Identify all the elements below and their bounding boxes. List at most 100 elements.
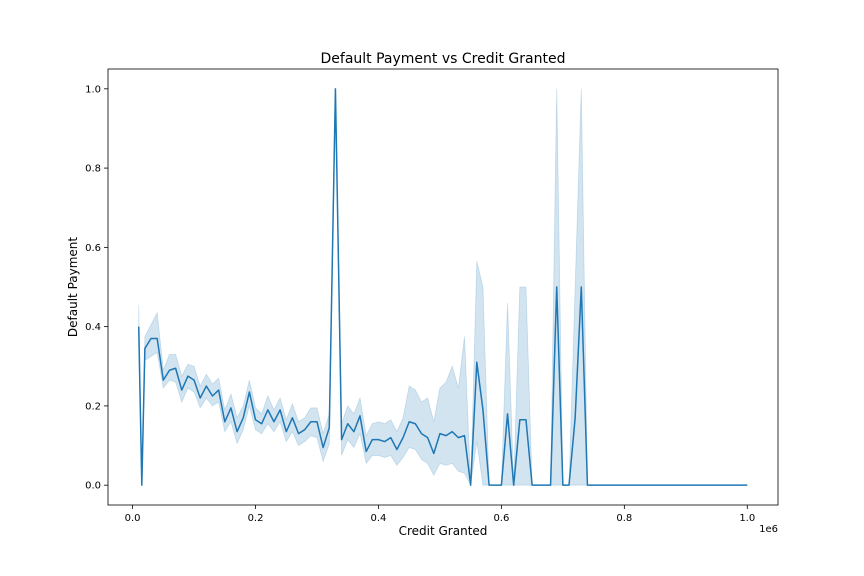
plot-area bbox=[137, 88, 748, 487]
data-point bbox=[230, 407, 231, 408]
data-point bbox=[581, 286, 582, 287]
data-point bbox=[212, 395, 213, 396]
data-point bbox=[587, 485, 588, 486]
x-tick-label: 0.8 bbox=[616, 513, 632, 524]
data-point bbox=[575, 417, 576, 418]
data-point bbox=[193, 380, 194, 381]
data-point bbox=[310, 421, 311, 422]
data-point bbox=[501, 485, 502, 486]
y-axis-label: Default Payment bbox=[66, 237, 80, 337]
data-point bbox=[347, 423, 348, 424]
data-point bbox=[329, 427, 330, 428]
data-point bbox=[341, 439, 342, 440]
y-tick-label: 1.0 bbox=[85, 84, 101, 95]
data-point bbox=[144, 348, 145, 349]
y-tick-label: 0.8 bbox=[85, 164, 101, 175]
data-point bbox=[415, 423, 416, 424]
data-point bbox=[544, 485, 545, 486]
data-point bbox=[519, 419, 520, 420]
data-point bbox=[267, 409, 268, 410]
data-point bbox=[378, 439, 379, 440]
data-point bbox=[273, 421, 274, 422]
data-point bbox=[187, 376, 188, 377]
data-point bbox=[747, 485, 748, 486]
data-point bbox=[298, 433, 299, 434]
data-point bbox=[525, 419, 526, 420]
data-point bbox=[409, 421, 410, 422]
data-point bbox=[458, 437, 459, 438]
data-point bbox=[396, 449, 397, 450]
y-tick-label: 0.6 bbox=[85, 243, 101, 254]
data-point bbox=[470, 485, 471, 486]
data-point bbox=[402, 437, 403, 438]
data-point bbox=[427, 437, 428, 438]
data-point bbox=[243, 417, 244, 418]
data-point bbox=[556, 286, 557, 287]
data-point bbox=[384, 441, 385, 442]
data-point bbox=[316, 421, 317, 422]
x-axis-offset-label: 1e6 bbox=[759, 524, 778, 535]
data-point bbox=[562, 485, 563, 486]
data-point bbox=[255, 419, 256, 420]
y-tick-label: 0.4 bbox=[85, 322, 101, 333]
data-point bbox=[532, 485, 533, 486]
data-point bbox=[445, 435, 446, 436]
data-point bbox=[249, 391, 250, 392]
data-point bbox=[280, 409, 281, 410]
data-point bbox=[495, 485, 496, 486]
data-point bbox=[206, 385, 207, 386]
data-point bbox=[421, 433, 422, 434]
data-point bbox=[335, 88, 336, 89]
x-tick-label: 0.6 bbox=[493, 513, 509, 524]
data-point bbox=[433, 453, 434, 454]
data-point bbox=[489, 485, 490, 486]
data-point bbox=[141, 485, 142, 486]
y-tick-label: 0.0 bbox=[85, 481, 101, 492]
data-point bbox=[568, 485, 569, 486]
data-point bbox=[372, 439, 373, 440]
data-point bbox=[439, 433, 440, 434]
data-point bbox=[175, 368, 176, 369]
data-point bbox=[593, 485, 594, 486]
data-point bbox=[163, 380, 164, 381]
data-point bbox=[181, 389, 182, 390]
data-point bbox=[366, 451, 367, 452]
axes-frame bbox=[107, 68, 779, 506]
data-point bbox=[169, 370, 170, 371]
x-tick-label: 1.0 bbox=[739, 513, 755, 524]
data-point bbox=[323, 447, 324, 448]
x-tick-label: 0.2 bbox=[248, 513, 264, 524]
data-point bbox=[390, 437, 391, 438]
data-point bbox=[150, 338, 151, 339]
data-point bbox=[513, 485, 514, 486]
data-point bbox=[538, 485, 539, 486]
data-point bbox=[261, 423, 262, 424]
series-line-group bbox=[137, 88, 748, 486]
data-point bbox=[624, 485, 625, 486]
y-axis-ticks: 0.0 0.2 0.4 0.6 0.8 1.0 bbox=[85, 84, 108, 492]
data-point bbox=[685, 485, 686, 486]
data-point bbox=[304, 429, 305, 430]
data-point bbox=[452, 431, 453, 432]
x-tick-label: 0.4 bbox=[371, 513, 387, 524]
series-line bbox=[137, 88, 748, 486]
data-point bbox=[286, 431, 287, 432]
y-tick-label: 0.2 bbox=[85, 401, 101, 412]
data-point bbox=[138, 326, 139, 327]
data-point bbox=[482, 409, 483, 410]
data-point bbox=[157, 338, 158, 339]
data-point bbox=[236, 431, 237, 432]
data-point bbox=[464, 435, 465, 436]
data-point bbox=[550, 485, 551, 486]
data-point bbox=[218, 389, 219, 390]
data-point bbox=[359, 415, 360, 416]
x-axis-ticks: 0.0 0.2 0.4 0.6 0.8 1.0 bbox=[125, 505, 755, 524]
chart-title: Default Payment vs Credit Granted bbox=[321, 51, 566, 67]
data-point bbox=[353, 431, 354, 432]
data-point bbox=[292, 417, 293, 418]
data-point bbox=[507, 413, 508, 414]
x-axis-label: Credit Granted bbox=[399, 524, 488, 538]
data-point bbox=[200, 397, 201, 398]
